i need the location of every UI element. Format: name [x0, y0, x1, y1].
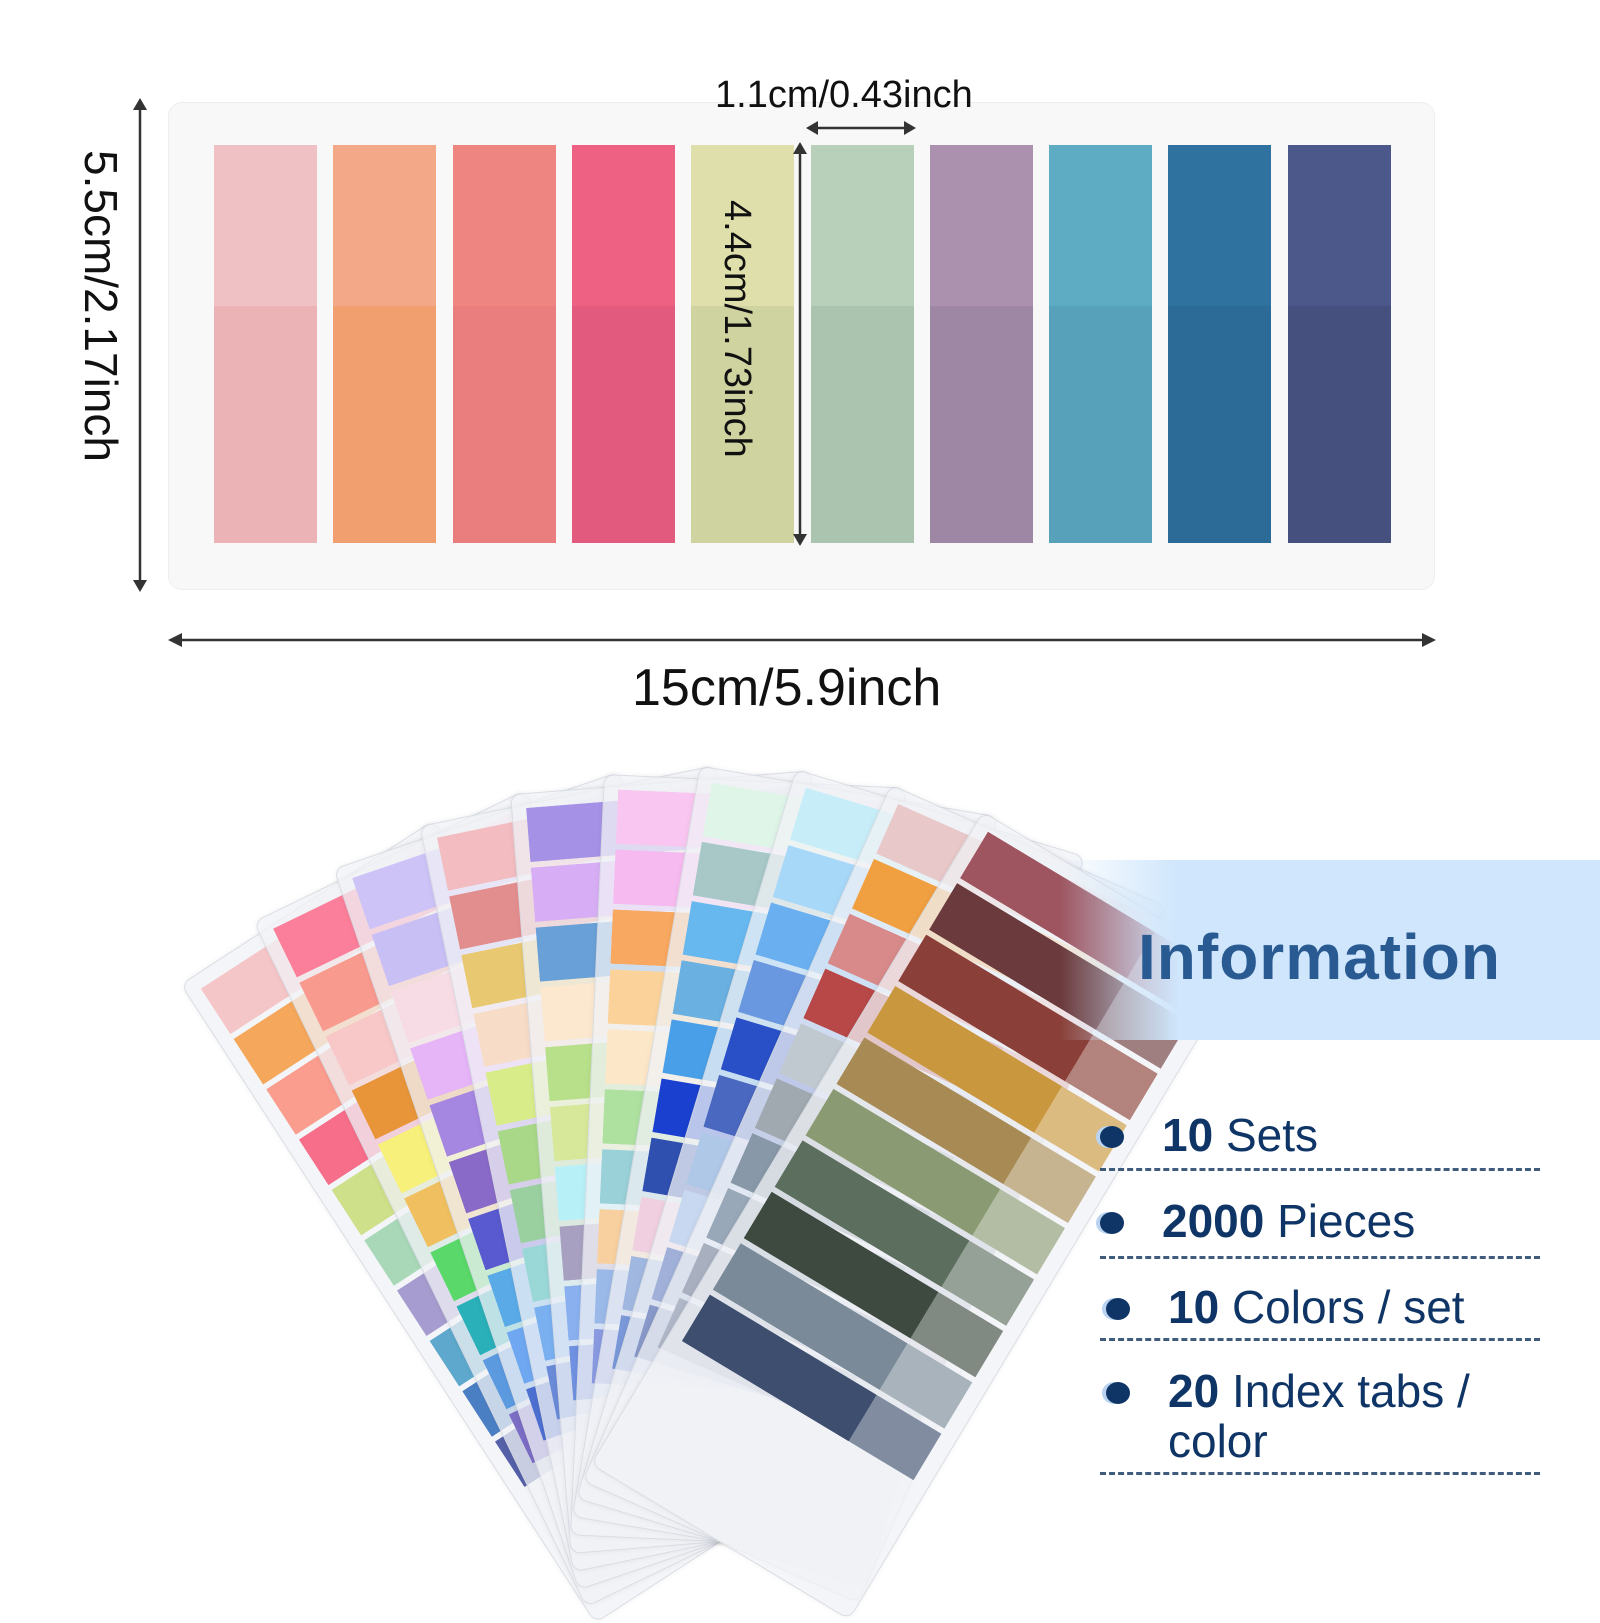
color-strip: [1287, 145, 1391, 543]
bullet-icon: [1106, 1298, 1130, 1320]
sheet-height-arrow: [133, 98, 147, 592]
sheet-height-label: 5.5cm/2.17inch: [75, 150, 127, 462]
fanned-tab-sheets: [0, 740, 1242, 1623]
color-strip: [571, 145, 675, 543]
divider: [1100, 1472, 1540, 1475]
sheet-width-arrow: [168, 633, 1436, 647]
bullet-icon: [1100, 1212, 1124, 1234]
tab-width-label: 1.1cm/0.43inch: [715, 74, 973, 116]
information-banner: [1060, 860, 1600, 1040]
color-strip: [1049, 145, 1153, 543]
information-title: Information: [1138, 921, 1501, 993]
sheet-width-label: 15cm/5.9inch: [632, 659, 942, 717]
color-strip: [810, 145, 914, 543]
color-strip: [1168, 145, 1272, 543]
tab-width-arrow: [806, 121, 916, 135]
color-strip: [452, 145, 556, 543]
color-strip: [929, 145, 1033, 543]
divider: [1100, 1168, 1540, 1171]
color-strip: [333, 145, 437, 543]
bullet-icon: [1100, 1126, 1124, 1148]
divider: [1100, 1338, 1540, 1341]
tab-height-arrow: [793, 142, 807, 546]
color-strip: [214, 145, 317, 543]
color-strip: [691, 145, 795, 543]
tab-height-label: 4.4cm/1.73inch: [716, 200, 758, 458]
bullet-icon: [1106, 1382, 1130, 1404]
divider: [1100, 1256, 1540, 1259]
